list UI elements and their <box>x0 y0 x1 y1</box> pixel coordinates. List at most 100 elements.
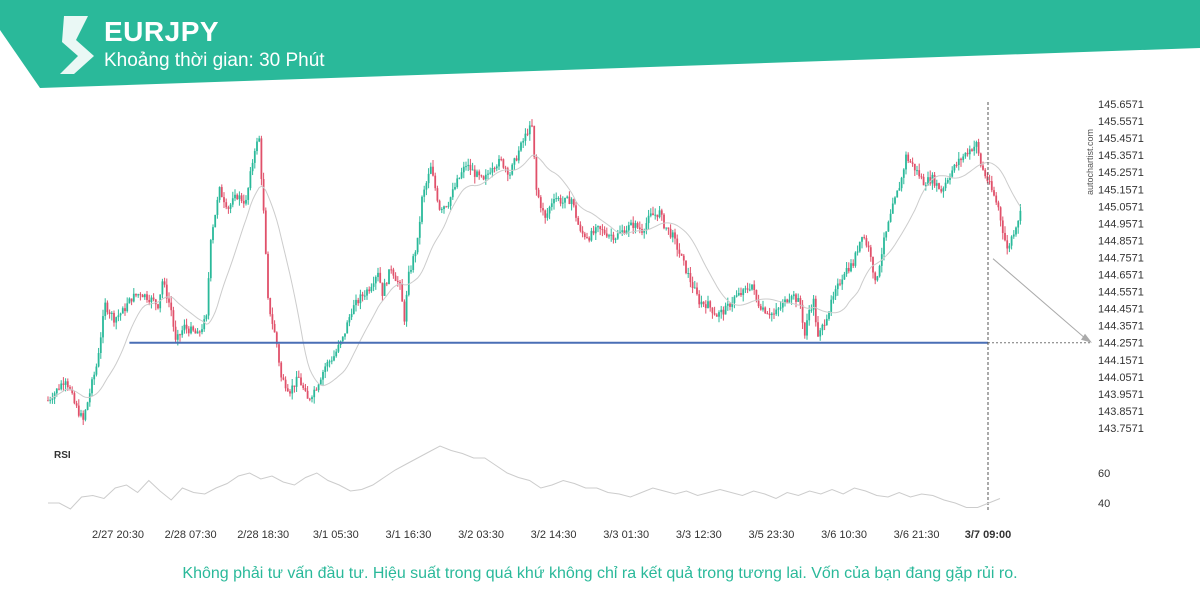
candle-body <box>627 225 630 231</box>
candle-body <box>80 413 82 416</box>
candle-body <box>55 388 58 394</box>
candle-body <box>440 209 443 211</box>
candle-body <box>247 188 250 200</box>
candle-body <box>1019 210 1022 221</box>
candle-body <box>616 233 619 239</box>
candle-body <box>64 381 67 385</box>
candle-body <box>196 331 199 334</box>
candle-body <box>614 238 617 240</box>
x-tick-label: 3/6 21:30 <box>894 529 940 541</box>
candle-body <box>190 326 192 334</box>
candle-body <box>249 171 252 189</box>
candle-body <box>784 299 786 304</box>
candle-body <box>625 230 628 234</box>
candle-body <box>548 206 551 214</box>
candle-body <box>867 245 870 248</box>
candle-body <box>988 181 991 183</box>
candle-body <box>568 196 571 204</box>
candle-body <box>66 381 69 388</box>
candle-body <box>526 133 529 135</box>
candle-body <box>212 227 214 241</box>
candle-body <box>407 271 410 295</box>
x-axis-ticks: 2/27 20:30 2/28 07:30 2/28 18:30 3/1 05:30 3… <box>92 529 1011 541</box>
candle-body <box>234 194 236 199</box>
y-tick-label: 144.6571 <box>1098 270 1144 282</box>
candle-body <box>137 294 140 296</box>
moving-average-line <box>47 154 1021 401</box>
candle-body <box>768 313 771 316</box>
candle-body <box>165 284 168 299</box>
candle-body <box>51 398 54 400</box>
candle-body <box>737 293 740 296</box>
candle-body <box>135 293 137 296</box>
y-tick-label: 145.6571 <box>1098 99 1144 111</box>
candle-body <box>454 187 456 190</box>
candle-body <box>847 267 850 272</box>
x-tick-label: 3/1 16:30 <box>385 529 431 541</box>
y-tick-label: 143.9571 <box>1098 389 1144 401</box>
candle-body <box>84 410 87 420</box>
x-tick-label: 2/28 18:30 <box>237 529 289 541</box>
header-banner <box>0 0 1200 88</box>
candle-body <box>97 353 100 367</box>
candle-body <box>841 279 844 285</box>
candle-body <box>951 170 954 177</box>
candle-body <box>678 249 681 254</box>
y-tick-label: 145.0571 <box>1098 201 1144 213</box>
y-tick-label: 144.8571 <box>1098 235 1144 247</box>
candle-body <box>971 149 973 151</box>
candle-body <box>550 203 553 207</box>
candle-body <box>856 251 859 253</box>
candle-body <box>403 301 406 322</box>
candle-body <box>194 330 197 334</box>
candle-body <box>698 294 701 305</box>
y-tick-label: 144.0571 <box>1098 372 1144 384</box>
candle-body <box>634 223 637 228</box>
candle-body <box>91 379 93 394</box>
candle-body <box>95 366 98 375</box>
candle-body <box>542 208 544 211</box>
candle-body <box>883 237 885 255</box>
candle-body <box>691 282 694 289</box>
candle-body <box>957 158 960 165</box>
candle-body <box>330 360 333 362</box>
candle-body <box>654 214 657 216</box>
candle-body <box>834 289 837 297</box>
candle-body <box>449 197 452 206</box>
x-tick-label: 3/1 05:30 <box>313 529 359 541</box>
candle-body <box>828 311 830 319</box>
candle-body <box>502 159 505 168</box>
candle-body <box>49 399 52 401</box>
candle-body <box>570 199 573 204</box>
candle-body <box>544 210 547 218</box>
candle-body <box>396 280 399 283</box>
candle-body <box>209 240 212 279</box>
candle-body <box>806 320 808 336</box>
candle-body <box>295 376 298 387</box>
candle-body <box>733 296 736 303</box>
candle-body <box>858 241 861 252</box>
candle-body <box>465 166 467 168</box>
candle-body <box>410 269 412 272</box>
candle-body <box>482 176 485 180</box>
candle-body <box>390 269 393 271</box>
price-chart: 145.6571 145.5571 145.4571 145.3571 145.2571… <box>47 99 1144 541</box>
candle-body <box>522 140 525 143</box>
candle-body <box>821 324 824 331</box>
candle-body <box>779 307 782 309</box>
candle-body <box>1008 245 1011 249</box>
candle-body <box>126 303 129 312</box>
candle-body <box>894 197 896 204</box>
candle-body <box>935 183 938 186</box>
candle-body <box>790 296 793 300</box>
candle-body <box>218 187 221 200</box>
candle-body <box>363 295 366 297</box>
y-axis-ticks: 145.6571 145.5571 145.4571 145.3571 145.2571… <box>1098 99 1144 435</box>
candle-body <box>443 206 445 210</box>
candle-body <box>361 294 364 297</box>
candle-body <box>504 167 507 169</box>
candle-body <box>693 287 696 289</box>
candle-body <box>357 299 360 304</box>
candle-body <box>674 232 676 239</box>
candle-body <box>722 309 725 315</box>
